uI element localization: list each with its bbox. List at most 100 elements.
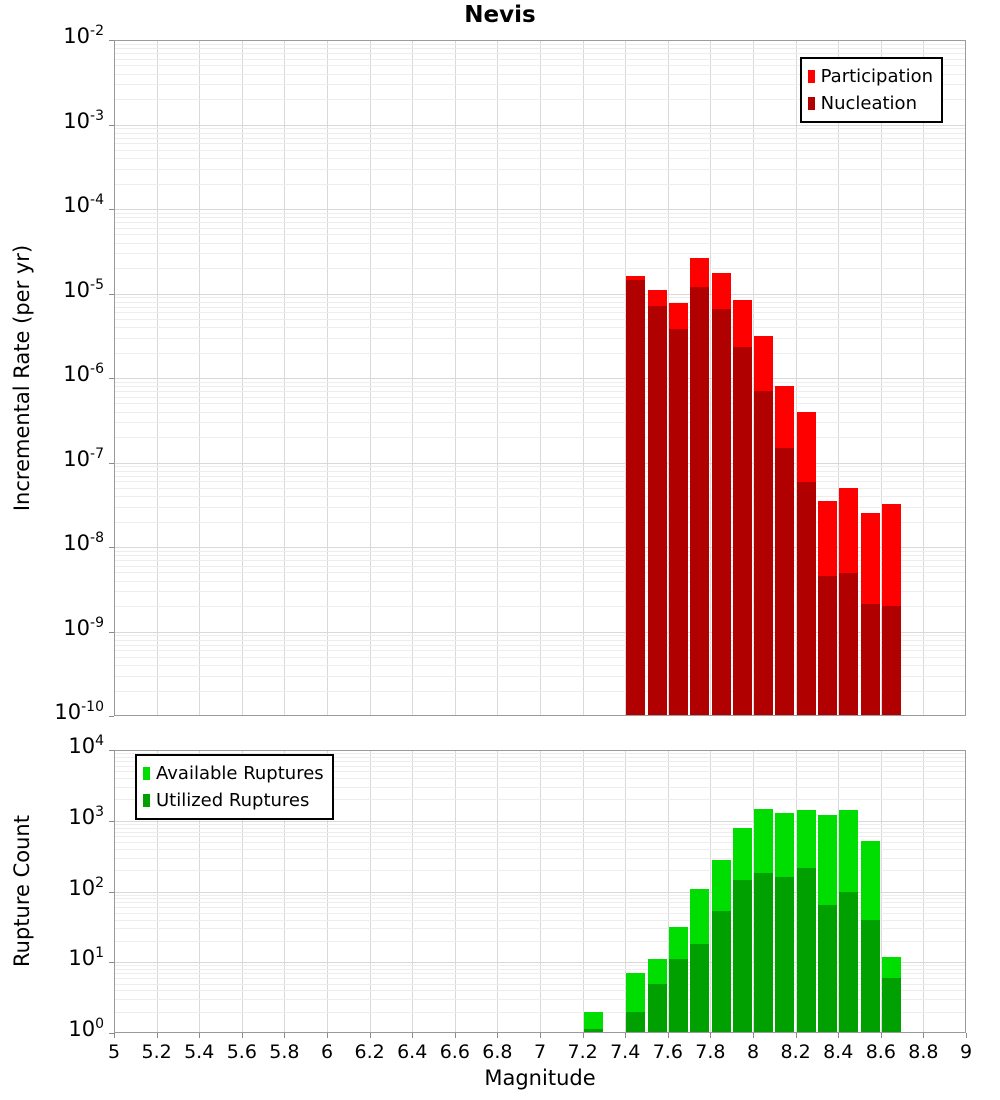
x-tick-label: 6.8 [482, 1041, 513, 1063]
minor-gridline [114, 301, 966, 303]
minor-gridline [114, 1011, 966, 1013]
x-tick-mark [923, 1033, 925, 1038]
minor-gridline [114, 580, 966, 582]
minor-gridline [114, 639, 966, 641]
y-tick-label: 10-10 [54, 699, 104, 724]
minor-gridline [114, 572, 966, 574]
major-gridline [114, 962, 966, 964]
y-tick-mark [109, 631, 114, 633]
minor-gridline [114, 381, 966, 383]
x-tick-mark [753, 1033, 754, 1038]
bar-nucleation-m7.95 [732, 347, 752, 716]
minor-gridline [114, 386, 966, 388]
legend-entry-label: Available Ruptures [156, 763, 324, 784]
minor-gridline [114, 391, 966, 393]
minor-gridline [114, 912, 966, 914]
y-tick-mark [109, 124, 114, 126]
bar-nucleation-m7.75 [690, 286, 710, 716]
minor-gridline [114, 870, 966, 872]
x-tick-mark [454, 1033, 456, 1038]
bar-nucleation-m8.25 [796, 482, 816, 716]
x-tick-label: 5.8 [269, 1041, 300, 1063]
minor-gridline [114, 778, 966, 780]
minor-gridline [114, 842, 966, 844]
y-tick-label: 101 [68, 945, 104, 971]
minor-gridline [114, 823, 966, 825]
minor-gridline [114, 475, 966, 477]
major-gridline [114, 124, 966, 126]
minor-gridline [114, 137, 966, 139]
legend-swatch-icon [143, 767, 150, 780]
minor-gridline [114, 43, 966, 45]
minor-gridline [114, 168, 966, 170]
minor-gridline [114, 99, 966, 101]
y-tick-mark [109, 716, 114, 717]
minor-gridline [114, 635, 966, 637]
minor-gridline [114, 212, 966, 214]
y-tick-label: 10-5 [63, 276, 104, 302]
y-tick-label: 10-7 [63, 445, 104, 471]
bar-utilized-ruptures-m8.65 [881, 977, 901, 1033]
x-tick-mark [412, 1033, 414, 1038]
minor-gridline [114, 234, 966, 236]
x-tick-mark [795, 1033, 797, 1038]
minor-gridline [114, 799, 966, 801]
x-tick-label: 8 [746, 1041, 760, 1063]
minor-gridline [114, 753, 966, 755]
minor-gridline [114, 973, 966, 975]
y-tick-label: 100 [68, 1016, 104, 1041]
minor-gridline [114, 422, 966, 424]
y-tick-label: 10-6 [63, 361, 104, 386]
minor-gridline [114, 481, 966, 483]
minor-gridline [114, 411, 966, 413]
y-tick-label: 10-3 [63, 107, 104, 133]
x-tick-mark [540, 1033, 541, 1038]
bar-utilized-ruptures-m8.15 [775, 877, 795, 1033]
y-tick-mark [109, 1033, 114, 1034]
minor-gridline [114, 990, 966, 992]
minor-gridline [114, 690, 966, 692]
minor-gridline [114, 665, 966, 667]
minor-gridline [114, 965, 966, 967]
minor-gridline [114, 253, 966, 255]
x-tick-label: 6.6 [439, 1041, 470, 1063]
minor-gridline [114, 496, 966, 498]
x-tick-mark [327, 1033, 328, 1038]
x-tick-mark [880, 1033, 882, 1038]
minor-gridline [114, 128, 966, 130]
bar-nucleation-m8.35 [818, 576, 838, 716]
major-gridline [114, 547, 966, 548]
bar-utilized-ruptures-m7.25 [583, 1028, 603, 1033]
bar-available-ruptures-m7.25 [583, 1011, 603, 1033]
x-tick-label: 8.4 [823, 1041, 854, 1063]
legend-entry: Participation [807, 63, 933, 90]
chart-title: Nevis [464, 2, 536, 28]
major-gridline [114, 293, 966, 295]
bar-utilized-ruptures-m8.25 [796, 867, 816, 1033]
minor-gridline [114, 848, 966, 850]
x-tick-label: 6 [320, 1041, 334, 1063]
bar-nucleation-m8.05 [754, 391, 774, 716]
minor-gridline [114, 470, 966, 472]
minor-gridline [114, 550, 966, 552]
minor-gridline [114, 656, 966, 658]
x-tick-label: 7.6 [652, 1041, 683, 1063]
minor-gridline [114, 765, 966, 767]
major-gridline [114, 378, 966, 379]
minor-gridline [114, 53, 966, 55]
bar-utilized-ruptures-m8.55 [860, 920, 880, 1033]
bar-nucleation-m7.45 [626, 279, 646, 716]
x-tick-mark [667, 1033, 669, 1038]
minor-gridline [114, 919, 966, 921]
bar-nucleation-m8.65 [881, 606, 901, 716]
minor-gridline [114, 606, 966, 608]
minor-gridline [114, 827, 966, 829]
minor-gridline [114, 217, 966, 219]
minor-gridline [114, 227, 966, 229]
x-tick-label: 6.2 [354, 1041, 385, 1063]
x-tick-label: 8.6 [865, 1041, 896, 1063]
minor-gridline [114, 907, 966, 909]
count-legend: Available Ruptures Utilized Ruptures [135, 754, 334, 820]
x-tick-label: 5 [107, 1041, 121, 1063]
minor-gridline [114, 158, 966, 160]
